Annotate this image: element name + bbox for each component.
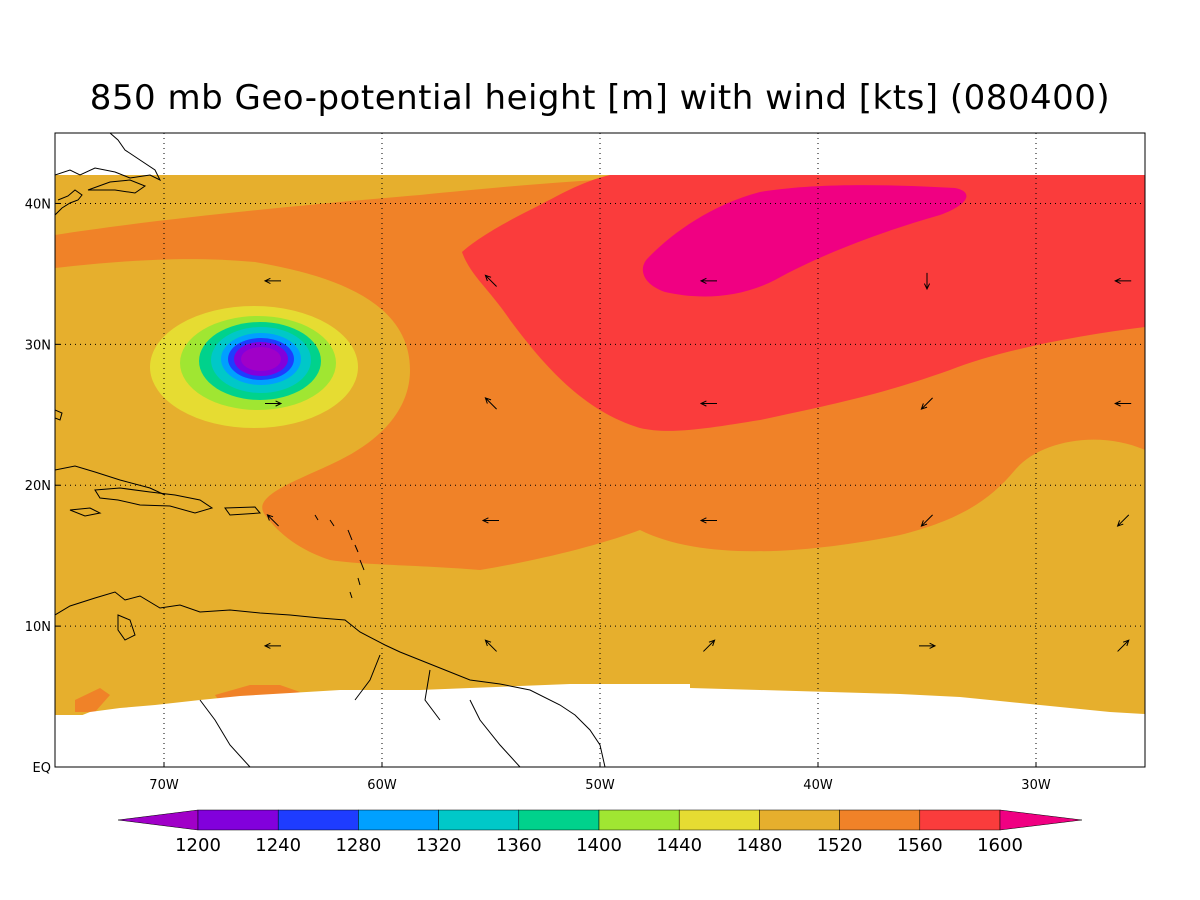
coast-cuba bbox=[55, 465, 166, 496]
colorbar: 1200 1240 1280 1320 1360 1400 1440 1480 1520 1560… bbox=[117, 809, 1083, 856]
coast-lake-maracaibo bbox=[117, 614, 136, 641]
coast-jamaica bbox=[69, 507, 102, 517]
colorbar-segment bbox=[438, 809, 520, 831]
colorbar-label: 1240 bbox=[255, 835, 301, 856]
coast-south-america bbox=[55, 591, 606, 767]
low-pressure-system bbox=[150, 306, 358, 428]
lon-tick-label: 60W bbox=[367, 778, 397, 793]
colorbar-label: 1400 bbox=[576, 835, 622, 856]
wind-arrow bbox=[265, 400, 283, 407]
colorbar-label: 1600 bbox=[977, 835, 1023, 856]
lat-tick-label: 20N bbox=[25, 479, 51, 494]
wind-arrow bbox=[923, 272, 931, 291]
lon-tick-label: 30W bbox=[1021, 778, 1051, 793]
wind-arrow bbox=[484, 639, 497, 652]
coastlines bbox=[55, 133, 606, 767]
colorbar-segment bbox=[759, 809, 840, 831]
lat-tick-label: 30N bbox=[25, 338, 51, 353]
plot-area bbox=[55, 133, 1145, 767]
wind-arrow bbox=[1116, 514, 1130, 527]
contour-1200 bbox=[241, 347, 281, 371]
coast-florida bbox=[55, 409, 63, 421]
wind-arrow bbox=[263, 277, 281, 284]
colorbar-label: 1360 bbox=[496, 835, 542, 856]
lon-tick-label: 40W bbox=[803, 778, 833, 793]
wind-arrow bbox=[481, 517, 499, 524]
colorbar-label: 1280 bbox=[335, 835, 381, 856]
coast-maritimes bbox=[87, 179, 147, 194]
wind-arrow bbox=[699, 277, 717, 284]
colorbar-label: 1440 bbox=[656, 835, 702, 856]
colorbar-segment bbox=[919, 809, 1001, 831]
colorbar-label: 1200 bbox=[175, 835, 221, 856]
colorbar-segment bbox=[839, 809, 921, 831]
colorbar-label: 1480 bbox=[736, 835, 782, 856]
wind-arrow bbox=[484, 274, 497, 287]
wind-arrow bbox=[920, 514, 933, 527]
lat-tick-label: 10N bbox=[25, 620, 51, 635]
wind-arrow bbox=[919, 642, 937, 649]
contour-1640 bbox=[642, 185, 967, 297]
lat-tick-label: 40N bbox=[25, 197, 51, 212]
colorbar-label: 1520 bbox=[817, 835, 863, 856]
graticule bbox=[55, 133, 1145, 767]
axis-labels: 70W 60W 50W 40W 30W EQ 10N 20N 30N 40N bbox=[25, 197, 1051, 793]
colorbar-segment bbox=[358, 809, 439, 831]
colorbar-segment bbox=[598, 809, 680, 831]
lat-tick-label: EQ bbox=[33, 761, 51, 776]
lon-tick-label: 70W bbox=[149, 778, 179, 793]
wind-arrow bbox=[699, 517, 717, 524]
contour-1560-patch bbox=[75, 688, 110, 712]
wind-arrow bbox=[1117, 639, 1130, 652]
colorbar-label: 1320 bbox=[416, 835, 462, 856]
wind-arrow bbox=[484, 397, 497, 410]
colorbar-min-triangle bbox=[117, 809, 199, 831]
coast-hispaniola bbox=[94, 487, 214, 514]
colorbar-segment bbox=[678, 809, 760, 831]
colorbar-max-triangle bbox=[999, 809, 1083, 831]
coast-lesser-antilles bbox=[314, 514, 365, 599]
colorbar-label: 1560 bbox=[897, 835, 943, 856]
coast-north-america bbox=[55, 133, 162, 182]
contour-1600 bbox=[462, 175, 1145, 431]
wind-arrow bbox=[266, 514, 279, 527]
wind-arrow bbox=[263, 642, 281, 649]
wind-arrow bbox=[703, 639, 716, 652]
wind-vectors bbox=[263, 272, 1132, 652]
colorbar-segment bbox=[518, 809, 600, 831]
wind-arrow bbox=[1114, 277, 1132, 284]
wind-arrow bbox=[699, 400, 717, 407]
missing-data-south bbox=[55, 684, 1145, 767]
colorbar-segment bbox=[277, 809, 359, 831]
coast-massachusetts bbox=[55, 189, 83, 216]
wind-arrow bbox=[1114, 400, 1132, 407]
border-venezuela-guyana bbox=[199, 654, 521, 767]
colorbar-segment bbox=[197, 809, 279, 831]
wind-arrow bbox=[920, 397, 933, 410]
page-title: 850 mb Geo-potential height [m] with win… bbox=[89, 78, 1111, 118]
lon-tick-label: 50W bbox=[585, 778, 615, 793]
coast-puerto-rico bbox=[224, 506, 262, 516]
